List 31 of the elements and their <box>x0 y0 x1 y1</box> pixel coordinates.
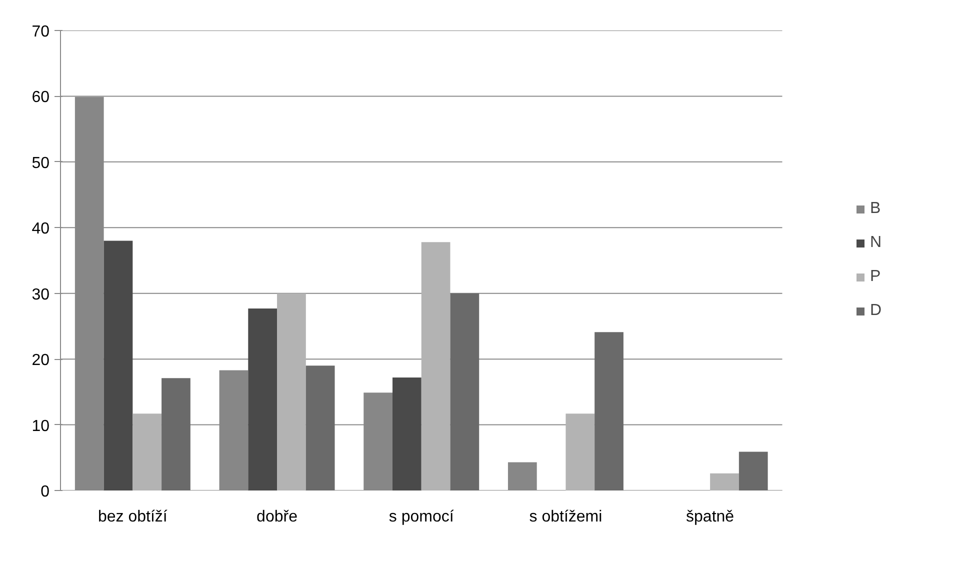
bar <box>392 377 422 490</box>
bar <box>594 332 624 490</box>
bar <box>306 366 335 490</box>
y-tick-label: 0 <box>40 484 50 500</box>
bar <box>162 378 190 490</box>
y-tick-label: 40 <box>32 220 50 238</box>
bar <box>566 414 595 490</box>
x-tick-label: bez obtíží <box>98 508 168 526</box>
y-tick-label: 10 <box>32 418 50 435</box>
y-tick-label: 60 <box>32 89 50 106</box>
bar <box>248 308 278 490</box>
legend-label: P <box>870 268 882 286</box>
bar <box>104 240 133 490</box>
x-tick-label: špatně <box>686 508 734 526</box>
bar <box>421 242 450 490</box>
bar <box>277 293 306 490</box>
y-tick-label: 50 <box>32 154 50 172</box>
legend-label: N <box>870 234 883 252</box>
bar <box>738 452 768 490</box>
y-tick-label: 30 <box>32 286 50 304</box>
bar <box>132 414 162 490</box>
x-tick-label: s pomocí <box>388 508 454 526</box>
legend-label: B <box>870 200 882 218</box>
legend-label: D <box>870 302 883 320</box>
bar <box>508 462 537 490</box>
y-tick-label: 20 <box>32 352 50 370</box>
y-tick-label: 70 <box>32 24 50 40</box>
x-tick-label: dobře <box>256 508 298 526</box>
bar <box>710 473 739 490</box>
x-tick-label: s obtížemi <box>529 508 602 526</box>
bar <box>450 293 480 490</box>
